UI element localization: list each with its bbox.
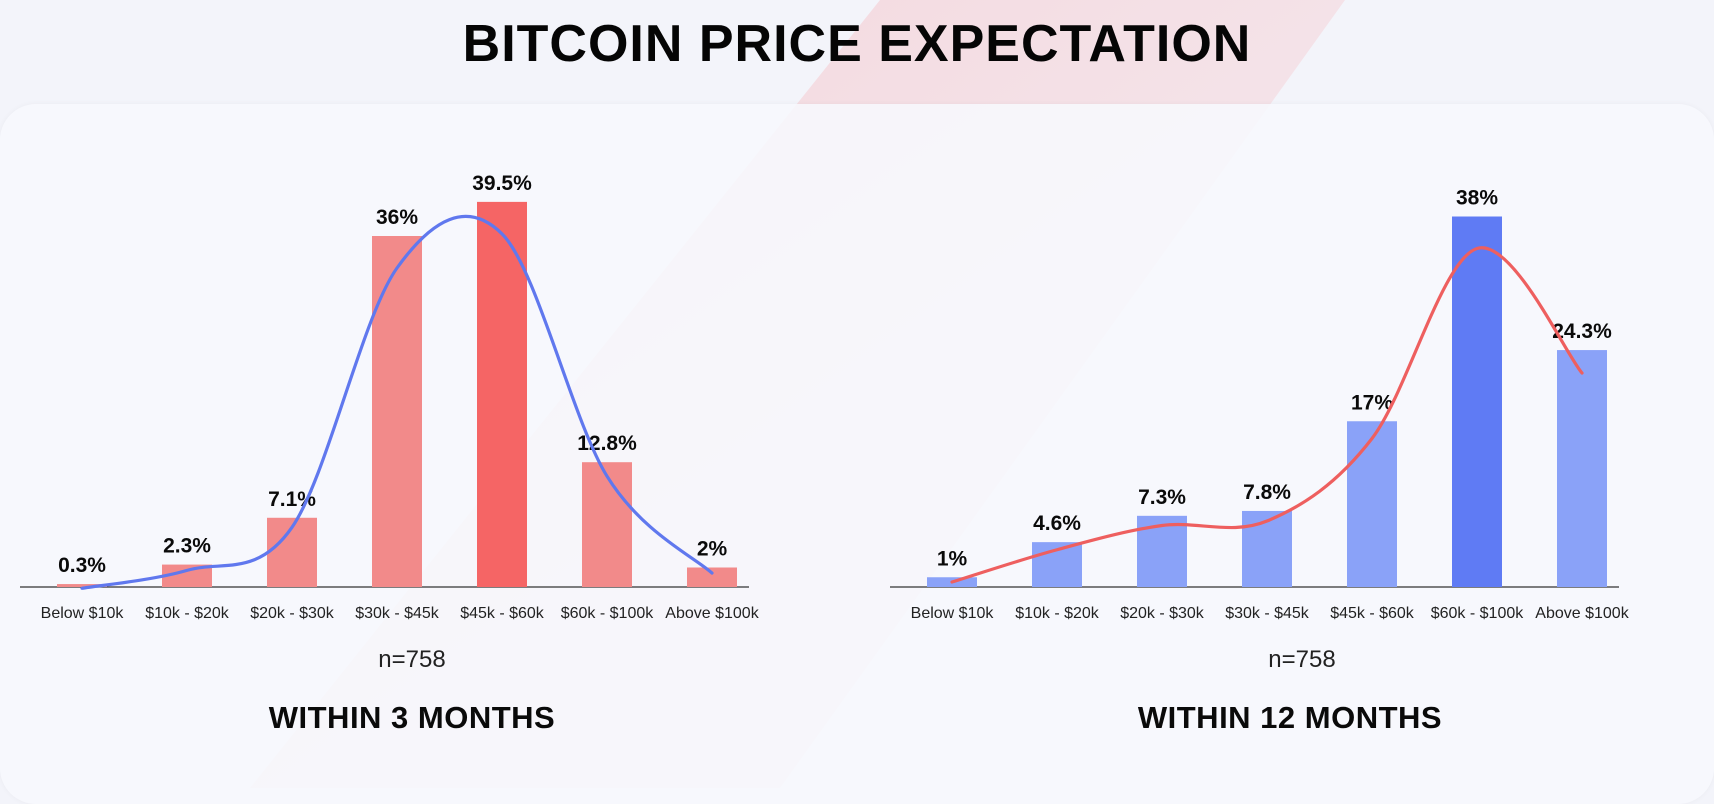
chart-3-months-bar-5 [582, 462, 632, 587]
chart-12-months-bar-3 [1242, 510, 1292, 587]
chart-12-months-value-label-4: 17% [1351, 391, 1393, 414]
chart-12-months-value-label-3: 7.8% [1243, 481, 1291, 504]
chart-12-months-value-label-2: 7.3% [1138, 486, 1186, 509]
chart-3-months-tick-label-3: $30k - $45k [355, 605, 440, 622]
chart-3-months-bar-6 [687, 567, 737, 587]
chart-12-months-tick-label-6: Above $100k [1535, 605, 1629, 622]
chart-3-months-bar-0 [57, 584, 107, 587]
chart-12-months-tick-label-1: $10k - $20k [1015, 605, 1100, 622]
sample-size-3-months: n=758 [378, 646, 446, 673]
chart-3-months-tick-label-2: $20k - $30k [250, 605, 335, 622]
chart-3-months-bar-1 [162, 564, 212, 587]
chart-3-months-tick-label-5: $60k - $100k [561, 605, 655, 622]
chart-card [0, 104, 1714, 804]
chart-12-months-value-label-1: 4.6% [1033, 512, 1081, 535]
chart-title-3-months: WITHIN 3 MONTHS [268, 700, 556, 735]
chart-3-months-tick-label-6: Above $100k [665, 605, 759, 622]
chart-12-months-bar-4 [1347, 421, 1397, 587]
chart-3-months: 0.3% Below $10k 2.3% $10k - $20k 7.1% $20k - … [20, 150, 820, 630]
page-title: BITCOIN PRICE EXPECTATION [462, 15, 1252, 73]
chart-12-months-tick-label-4: $45k - $60k [1330, 605, 1415, 622]
chart-12-months-bar-5 [1452, 216, 1502, 587]
sample-size-12-months: n=758 [1268, 646, 1336, 673]
chart-3-months-value-label-4: 39.5% [472, 172, 532, 195]
chart-12-months-value-label-6: 24.3% [1552, 320, 1612, 343]
chart-3-months-trend-curve [80, 215, 714, 590]
chart-12-months-tick-label-2: $20k - $30k [1120, 605, 1205, 622]
chart-3-months-value-label-6: 2% [697, 538, 728, 561]
chart-12-months-trend-curve [950, 246, 1584, 584]
chart-title-12-months: WITHIN 12 MONTHS [1137, 700, 1443, 735]
chart-12-months-value-label-0: 1% [937, 547, 968, 570]
chart-12-months-tick-label-5: $60k - $100k [1431, 605, 1525, 622]
chart-3-months-bar-3 [372, 236, 422, 587]
chart-3-months-value-label-0: 0.3% [58, 554, 106, 577]
chart-12-months-tick-label-0: Below $10k [911, 605, 995, 622]
chart-12-months-bar-6 [1557, 350, 1607, 587]
chart-12-months-value-label-5: 38% [1456, 187, 1498, 210]
chart-3-months-bar-4 [477, 201, 527, 587]
chart-12-months: 1% Below $10k 4.6% $10k - $20k 7.3% $20k - $3… [890, 150, 1690, 630]
chart-3-months-tick-label-4: $45k - $60k [460, 605, 545, 622]
chart-3-months-value-label-1: 2.3% [163, 535, 211, 558]
chart-3-months-value-label-3: 36% [376, 206, 418, 229]
chart-3-months-tick-label-0: Below $10k [41, 605, 125, 622]
chart-12-months-tick-label-3: $30k - $45k [1225, 605, 1310, 622]
chart-3-months-tick-label-1: $10k - $20k [145, 605, 230, 622]
chart-12-months-plot: 1% Below $10k 4.6% $10k - $20k 7.3% $20k - $3… [890, 187, 1630, 622]
